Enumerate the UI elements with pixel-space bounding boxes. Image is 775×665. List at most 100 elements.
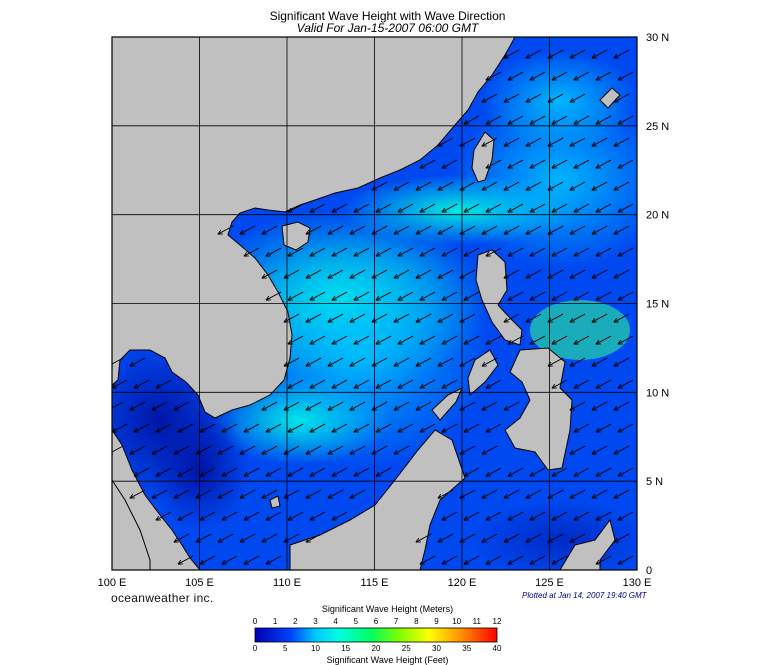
latitude-label: 15 N — [646, 299, 669, 311]
wave-direction-arrow — [195, 489, 212, 499]
wave-direction-arrow — [283, 313, 300, 323]
wave-direction-arrow — [265, 247, 282, 257]
wave-direction-arrow — [287, 423, 304, 433]
wave-direction-arrow — [283, 401, 300, 411]
wave-direction-arrow — [441, 203, 458, 213]
wave-direction-arrow — [353, 335, 370, 345]
colorbar-tick-meters: 8 — [414, 617, 419, 626]
wave-direction-arrow — [393, 445, 410, 455]
wave-direction-arrow — [617, 511, 634, 521]
wave-direction-arrow — [481, 533, 498, 543]
wave-direction-arrow — [591, 313, 608, 323]
latitude-label: 25 N — [646, 121, 669, 133]
wave-direction-arrow — [419, 555, 436, 565]
colorbar-tick-feet: 30 — [432, 644, 441, 653]
wave-direction-arrow — [305, 489, 322, 499]
wave-direction-arrow — [327, 357, 344, 367]
wave-direction-arrow — [155, 379, 172, 389]
wave-direction-arrow — [507, 115, 524, 125]
wave-direction-arrow — [613, 401, 630, 411]
wave-direction-arrow — [573, 379, 590, 389]
wave-direction-arrow — [419, 379, 436, 389]
latitude-label: 30 N — [646, 32, 669, 44]
wave-direction-arrow — [503, 49, 520, 59]
wave-direction-arrow — [331, 247, 348, 257]
wave-direction-arrow — [485, 511, 502, 521]
wave-direction-arrow — [415, 225, 432, 235]
wave-direction-arrow — [503, 489, 520, 499]
wave-direction-arrow — [309, 423, 326, 433]
wave-direction-arrow — [569, 533, 586, 543]
wave-direction-arrow — [463, 467, 480, 477]
colorbar-tick-meters: 10 — [452, 617, 462, 626]
wave-direction-arrow — [503, 181, 520, 191]
land-hainan — [281, 221, 311, 251]
chart-subtitle: Valid For Jan-15-2007 06:00 GMT — [296, 21, 479, 35]
wave-direction-arrow — [283, 489, 300, 499]
wave-direction-arrow — [133, 379, 150, 389]
colorbar-tick-meters: 2 — [293, 617, 298, 626]
wave-direction-arrow — [481, 137, 498, 147]
wave-direction-arrow — [529, 203, 546, 213]
colorbar-gradient — [254, 627, 498, 643]
wave-direction-arrow — [441, 247, 458, 257]
wave-direction-arrow — [353, 379, 370, 389]
wave-direction-arrow — [463, 423, 480, 433]
chart-title: Significant Wave Height with Wave Direct… — [269, 9, 506, 23]
wave-direction-arrow — [349, 313, 366, 323]
wave-direction-arrow — [243, 467, 260, 477]
wave-direction-arrow — [287, 511, 304, 521]
wave-direction-arrow — [569, 269, 586, 279]
wave-direction-arrow — [221, 423, 238, 433]
wave-direction-arrow — [305, 313, 322, 323]
wave-direction-arrow — [529, 247, 546, 257]
wave-direction-arrow — [309, 467, 326, 477]
wave-direction-arrow — [151, 401, 168, 411]
colorbar-tick-meters: 7 — [393, 617, 399, 626]
wave-direction-arrow — [617, 291, 634, 301]
colorbar-title-feet: Significant Wave Height (Feet) — [326, 655, 449, 665]
wave-direction-arrow — [507, 71, 524, 81]
wave-direction-arrow — [129, 401, 146, 411]
wave-direction-arrow — [591, 489, 608, 499]
wave-direction-arrow — [529, 555, 546, 565]
wave-direction-arrow — [481, 225, 498, 235]
colorbar-tick-meters: 3 — [313, 617, 318, 626]
wave-direction-arrow — [331, 511, 348, 521]
wave-direction-arrow — [437, 137, 454, 147]
wave-direction-arrow — [173, 445, 190, 455]
wave-direction-arrow — [155, 511, 172, 521]
wave-direction-arrow — [485, 423, 502, 433]
wave-direction-arrow — [613, 181, 630, 191]
wave-direction-arrow — [283, 533, 300, 543]
wave-direction-arrow — [529, 467, 546, 477]
wave-direction-arrow — [595, 423, 612, 433]
wave-direction-arrow — [595, 379, 612, 389]
wave-direction-arrow — [199, 555, 216, 565]
wave-direction-arrow — [287, 247, 304, 257]
wave-direction-arrow — [569, 489, 586, 499]
wave-direction-arrow — [617, 423, 634, 433]
land-mindanao — [504, 347, 573, 471]
wave-direction-arrow — [305, 401, 322, 411]
wave-direction-arrow — [569, 401, 586, 411]
wave-direction-arrow — [419, 291, 436, 301]
wave-direction-arrow — [485, 247, 502, 257]
wave-direction-arrow — [569, 357, 586, 367]
wave-direction-arrow — [569, 137, 586, 147]
wave-direction-arrow — [573, 423, 590, 433]
wave-direction-arrow — [441, 555, 458, 565]
wave-direction-arrow — [503, 93, 520, 103]
wave-direction-arrow — [393, 401, 410, 411]
wave-direction-arrow — [415, 269, 432, 279]
wave-direction-arrow — [265, 291, 282, 301]
wave-direction-arrow — [569, 445, 586, 455]
wave-direction-arrow — [199, 467, 216, 477]
wave-direction-arrow — [569, 181, 586, 191]
wave-direction-arrow — [173, 401, 190, 411]
wave-direction-arrow — [507, 511, 524, 521]
latitude-labels: 0 5 N 10 N 15 N 20 N 25 N 30 N — [646, 32, 669, 577]
wave-direction-arrow — [243, 423, 260, 433]
wave-direction-arrow — [305, 225, 322, 235]
colorbar-tick-meters: 0 — [252, 617, 258, 626]
